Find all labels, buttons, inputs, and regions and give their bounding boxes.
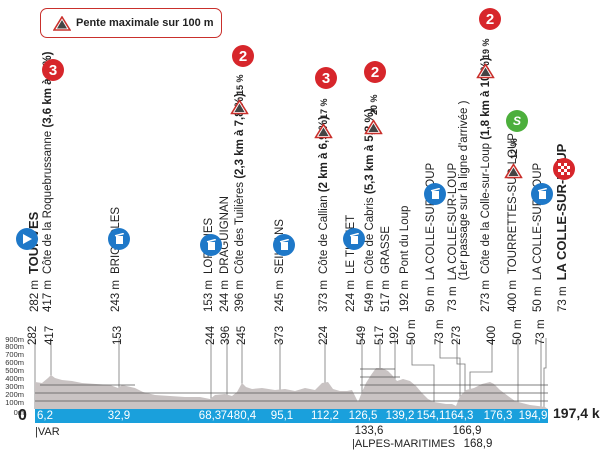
point-la-colle-2: 73 mLA COLLE-SUR-LOUP (1er passage sur la… — [447, 100, 470, 312]
km-marker-below: 133,6 — [354, 425, 384, 437]
feed-zone-icon — [273, 234, 295, 256]
alt-tick: 100m — [5, 398, 24, 407]
alt-value: 373 — [274, 325, 286, 345]
max-gradient-marker: 20 % — [364, 94, 383, 136]
alt-value: 282 — [27, 325, 39, 345]
alt-tick: 800m — [5, 342, 24, 351]
km-marker: 139,2 — [385, 410, 415, 422]
alt-tick: 500m — [5, 366, 24, 375]
point-callian: 373 mCôte de Callian (2 km à 6,9 %) — [318, 116, 330, 312]
category-3-badge: 3 — [42, 59, 64, 81]
feed-zone-icon — [343, 228, 365, 250]
max-gradient-triangle-icon — [314, 123, 333, 139]
category-2-badge: 2 — [479, 8, 501, 30]
alt-value: 244 — [205, 325, 217, 345]
elevation-profile — [34, 338, 548, 409]
km-marker: 74 — [220, 410, 234, 422]
km-marker: 164,3 — [444, 410, 474, 422]
finish-flag-icon — [553, 158, 575, 180]
km-marker: 68,3 — [198, 410, 222, 422]
point-colle-climb: 273 mCôte de la Colle-sur-Loup (1,8 km à… — [480, 57, 492, 312]
max-gradient-marker: 15 % — [230, 74, 249, 116]
alt-value: 517 — [374, 325, 386, 345]
point-grasse: 517 mGRASSE — [380, 226, 392, 312]
point-cabris: 549 mCôte de Cabris (5,3 km à 5,8 %) — [364, 108, 376, 312]
category-2-badge: 2 — [232, 45, 254, 67]
alt-value: 417 — [44, 325, 56, 345]
max-gradient-triangle-icon — [504, 163, 523, 179]
km-marker: 32,9 — [107, 410, 131, 422]
alt-tick: 200m — [5, 390, 24, 399]
feed-zone-icon — [108, 228, 130, 250]
alt-value: 50 m — [512, 319, 524, 345]
max-gradient-marker: 19 % — [476, 38, 495, 80]
alt-tick: 600m — [5, 358, 24, 367]
km-marker-below: 168,9 — [463, 438, 493, 450]
km-marker: 126,5 — [348, 410, 378, 422]
alt-value: 245 — [236, 325, 248, 345]
point-pont-du-loup: 192 mPont du Loup — [399, 205, 411, 312]
legend-label: Pente maximale sur 100 m — [76, 17, 214, 29]
region-alpes-maritimes: |ALPES-MARITIMES — [352, 438, 456, 450]
sprint-icon: S — [506, 110, 528, 132]
total-distance: 197,4 km — [553, 405, 600, 421]
km-marker: 95,1 — [270, 410, 294, 422]
max-gradient-triangle-icon — [230, 99, 249, 115]
km-marker: 194,9 — [518, 410, 548, 422]
alt-tick: 700m — [5, 350, 24, 359]
max-gradient-triangle-icon — [476, 63, 495, 79]
feed-zone-icon — [200, 234, 222, 256]
alt-value: 549 — [356, 325, 368, 345]
km-marker-below: 166,9 — [452, 425, 482, 437]
max-gradient-marker: 17 % — [314, 98, 333, 140]
alt-tick: 400m — [5, 374, 24, 383]
alt-value: 396 — [220, 325, 232, 345]
feed-zone-icon — [531, 183, 553, 205]
km-marker: 112,2 — [311, 410, 339, 422]
feed-zone-icon — [424, 183, 446, 205]
category-2-badge: 2 — [364, 61, 386, 83]
alt-tick: 900m — [5, 335, 24, 344]
km-marker: 176,3 — [483, 410, 513, 422]
alt-value: 73 m — [535, 319, 547, 345]
point-seillans: 245 mSEILLANS — [274, 219, 286, 312]
point-roquebrussanne: 417 mCôte de la Roquebrussanne (3,6 km à… — [42, 51, 54, 312]
point-brignoles: 243 mBRIGNOLES — [110, 207, 122, 312]
alt-value: 50 m — [406, 319, 418, 345]
alt-tick: 0m — [13, 408, 24, 417]
alt-value: 400 — [486, 325, 498, 345]
max-gradient-marker: 12 % — [504, 138, 523, 180]
point-tourves: 282 mTOURVES — [26, 212, 41, 312]
max-gradient-triangle-icon — [364, 119, 383, 135]
km-marker: 80,4 — [233, 410, 257, 422]
alt-value: 273 — [451, 325, 463, 345]
km-marker: 6,2 — [37, 410, 53, 422]
km-bar — [35, 409, 548, 423]
alt-value: 73 m — [434, 319, 446, 345]
legend-box: Pente maximale sur 100 m — [40, 8, 222, 38]
point-tuilieres: 396 mCôte des Tuilières (2,3 km à 7,8 %) — [234, 93, 246, 312]
point-draguignan: 244 mDRAGUIGNAN — [219, 196, 231, 312]
alt-value: 224 — [318, 325, 330, 345]
region-var: |VAR — [35, 426, 60, 438]
point-lorgues: 153 mLORGUES — [203, 218, 215, 312]
km-zero-label: 0 — [18, 407, 27, 424]
start-arrow-icon — [16, 228, 38, 250]
category-3-badge: 3 — [315, 67, 337, 89]
alt-value: 153 — [112, 325, 124, 345]
alt-value: 192 — [389, 325, 401, 345]
km-marker: 154,1 — [416, 410, 446, 422]
max-gradient-triangle-icon — [53, 15, 71, 31]
alt-tick: 300m — [5, 382, 24, 391]
